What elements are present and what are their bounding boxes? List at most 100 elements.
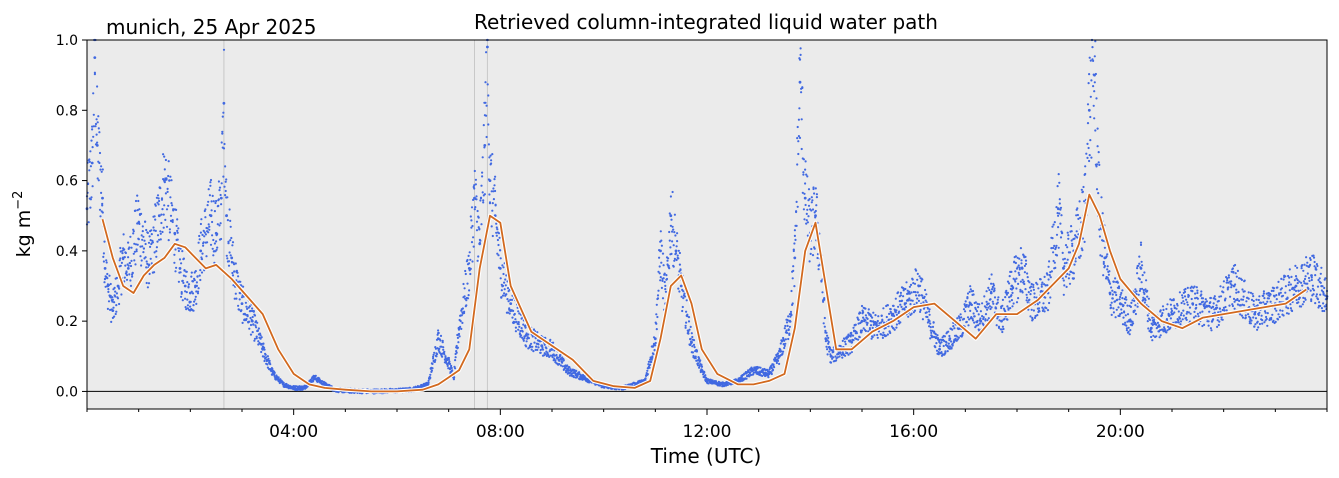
data-point — [435, 355, 438, 358]
data-point — [797, 152, 800, 156]
data-point — [539, 351, 542, 354]
data-point — [147, 282, 151, 285]
data-point — [1312, 293, 1315, 296]
data-point — [217, 204, 220, 207]
data-point — [1068, 251, 1072, 254]
data-point — [1139, 241, 1143, 244]
data-point — [160, 213, 163, 216]
data-point — [1222, 291, 1225, 294]
data-point — [147, 241, 151, 244]
data-point — [93, 71, 96, 74]
data-point — [115, 310, 118, 313]
data-point — [228, 208, 231, 211]
data-point — [664, 290, 668, 293]
data-point — [968, 318, 971, 321]
data-point — [905, 281, 908, 284]
data-point — [474, 206, 477, 209]
data-point — [448, 368, 452, 371]
data-point — [1169, 303, 1172, 306]
data-point — [137, 221, 141, 225]
data-point — [1181, 296, 1184, 299]
data-point — [952, 325, 955, 328]
data-point — [1019, 288, 1022, 291]
data-point — [656, 315, 659, 319]
data-point — [989, 298, 992, 301]
data-point — [146, 286, 149, 289]
data-point — [125, 270, 128, 273]
data-point — [1152, 334, 1155, 337]
data-point — [1227, 281, 1230, 284]
data-point — [912, 290, 916, 294]
data-point — [1316, 298, 1320, 301]
data-point — [1179, 320, 1183, 323]
data-point — [92, 92, 95, 95]
data-point — [127, 264, 130, 267]
data-point — [1217, 299, 1220, 303]
data-point — [460, 327, 463, 330]
data-point — [974, 301, 978, 304]
data-point — [1312, 254, 1315, 257]
data-point — [162, 226, 165, 229]
data-point — [152, 226, 155, 229]
data-point — [1061, 232, 1064, 235]
data-point — [1196, 297, 1199, 300]
data-point — [1180, 312, 1183, 315]
data-point — [119, 246, 122, 250]
data-point — [1053, 261, 1056, 264]
data-point — [192, 309, 195, 312]
data-point — [439, 339, 442, 342]
data-point — [1040, 283, 1043, 286]
data-point — [142, 247, 145, 250]
data-point — [1307, 287, 1310, 290]
data-point — [115, 292, 118, 295]
data-point — [463, 295, 466, 298]
data-point — [850, 350, 854, 354]
data-point — [474, 178, 477, 181]
data-point — [1004, 310, 1007, 313]
data-point — [169, 214, 173, 217]
data-point — [951, 342, 954, 345]
data-point — [132, 252, 135, 255]
data-point — [507, 300, 510, 303]
data-point — [1000, 319, 1003, 323]
data-point — [811, 208, 815, 211]
data-point — [1225, 309, 1228, 312]
data-point — [924, 288, 927, 292]
data-point — [527, 337, 531, 340]
data-point — [1169, 298, 1172, 301]
data-point — [888, 318, 891, 321]
data-point — [1018, 273, 1021, 276]
data-point — [1260, 314, 1263, 317]
data-point — [1009, 307, 1012, 310]
data-point — [909, 299, 913, 302]
data-point — [992, 284, 996, 287]
data-point — [1184, 287, 1187, 291]
data-point — [1282, 278, 1285, 281]
data-point — [921, 318, 925, 321]
data-point — [649, 356, 652, 359]
data-point — [546, 351, 549, 354]
data-point — [251, 307, 254, 310]
data-point — [759, 366, 762, 369]
plot-background — [87, 40, 1327, 409]
data-point — [487, 94, 490, 97]
data-point — [895, 326, 898, 329]
data-point — [1315, 295, 1318, 298]
data-point — [857, 322, 860, 325]
data-point — [429, 376, 432, 379]
data-point — [928, 310, 931, 313]
data-point — [1285, 306, 1288, 309]
data-point — [1063, 262, 1066, 265]
data-point — [923, 295, 926, 298]
data-point — [677, 287, 680, 290]
data-point — [116, 284, 120, 288]
data-point — [1093, 117, 1096, 120]
data-point — [518, 325, 521, 328]
data-point — [1051, 225, 1054, 228]
data-point — [1120, 291, 1123, 295]
data-point — [523, 337, 526, 340]
data-point — [950, 340, 953, 343]
data-point — [1164, 329, 1167, 332]
data-point — [1275, 309, 1278, 312]
data-point — [900, 299, 904, 302]
